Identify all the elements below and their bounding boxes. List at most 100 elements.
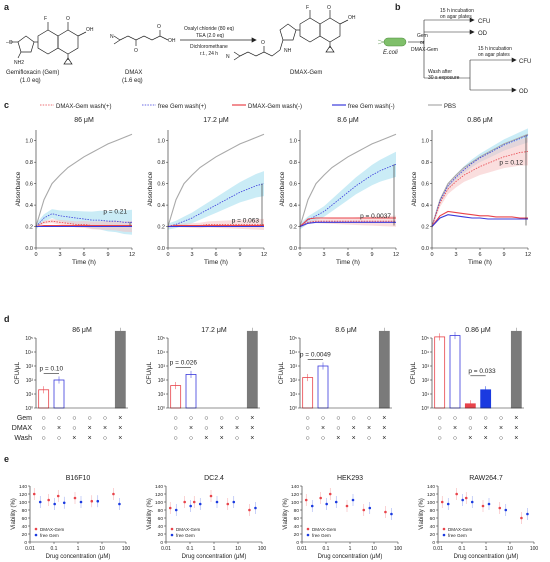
panel-letter-e: e	[4, 454, 9, 464]
y-tick-label: 0.0	[25, 246, 33, 252]
series-line	[167, 224, 264, 228]
data-point	[112, 492, 115, 496]
data-point	[384, 510, 387, 514]
x-axis-label: Drug concentration (μM)	[182, 554, 247, 560]
atom-oh-1: OH	[86, 27, 94, 33]
x-axis-label: Drug concentration (μM)	[318, 554, 383, 560]
condition-symbol: ×	[514, 435, 518, 442]
atom-o-2: O	[327, 5, 331, 11]
y-axis-label: Absorbance	[15, 171, 22, 206]
dmax-structure	[113, 30, 169, 46]
data-point	[319, 496, 322, 500]
y-tick-label: 0.2	[157, 225, 165, 231]
condition-symbol: ○	[88, 415, 92, 422]
condition-symbol: ○	[189, 415, 193, 422]
data-point	[526, 512, 529, 516]
data-point	[461, 498, 464, 502]
data-point	[310, 504, 314, 508]
condition-symbol: ○	[306, 435, 310, 442]
condition-symbol: ○	[468, 415, 472, 422]
error-band	[432, 137, 528, 230]
cfu-chart-0: 86 μM 10⁰ 10¹ 10² 10³ 10⁴ 10⁵ CFU/μL p = 0.10 ○ ○ ○…	[14, 327, 128, 442]
pvalue-label: p = 0.10	[39, 365, 63, 372]
x-tick-label: 1	[485, 546, 488, 552]
x-tick-label: 6	[346, 252, 349, 258]
panel-letter-d: d	[4, 314, 10, 324]
x-tick-label: 0	[166, 252, 169, 258]
y-tick-label: 10³	[422, 364, 430, 370]
data-point	[62, 501, 66, 505]
condition-symbol: ×	[72, 435, 76, 442]
y-tick-label: 0.6	[421, 182, 429, 188]
y-tick-label: 10⁵	[421, 336, 429, 342]
chart-title: 86 μM	[74, 117, 94, 124]
condition-symbol: ○	[174, 415, 178, 422]
y-tick-label: 10¹	[158, 392, 166, 398]
condition-symbol: ×	[88, 425, 92, 432]
data-point	[189, 504, 192, 508]
panel-d-plots: 86 μM 10⁰ 10¹ 10² 10³ 10⁴ 10⁵ CFU/μL p = 0.10 ○ ○ ○…	[12, 327, 524, 442]
condition-symbol: ×	[484, 435, 488, 442]
atom-o-1: O	[66, 16, 70, 22]
y-axis-label: Absorbance	[411, 171, 418, 206]
legend-marker	[170, 533, 174, 537]
y-tick-label: 0.8	[25, 160, 33, 166]
legend-pbs: PBS	[444, 104, 456, 110]
y-tick-label: 0.6	[25, 182, 33, 188]
wash-line2: 30 s exposure	[428, 75, 460, 81]
y-tick-label: 100	[155, 500, 163, 506]
condition-symbol: ×	[514, 425, 518, 432]
y-tick-label: 0	[296, 540, 299, 546]
condition-symbol: ○	[103, 415, 107, 422]
y-tick-label: 0.8	[157, 160, 165, 166]
y-axis-label: Absorbance	[279, 171, 286, 206]
y-tick-label: 0.4	[421, 203, 429, 209]
y-tick-label: 0.0	[157, 246, 165, 252]
cfu-chart-2: 8.6 μM 10⁰ 10¹ 10² 10³ 10⁴ 10⁵ CFU/μL p = 0.0049…	[278, 327, 392, 442]
condition-symbol: ×	[453, 425, 457, 432]
condition-symbol: ○	[204, 415, 208, 422]
y-tick-label: 0.6	[289, 182, 297, 188]
condition-symbol: ○	[484, 415, 488, 422]
condition-symbol: ×	[118, 435, 122, 442]
series-line	[431, 210, 528, 227]
pvalue-label: p = 0.0037	[360, 213, 391, 220]
conditions: r.t., 24 h	[200, 51, 218, 57]
legend-gem-wash-plus: free Gem wash(+)	[158, 104, 206, 110]
y-axis-label: CFU/μL	[278, 361, 285, 384]
reactant2-name: DMAX	[125, 70, 142, 76]
condition-symbol: ×	[382, 435, 386, 442]
y-tick-label: 20	[22, 532, 28, 538]
x-tick-label: 12	[393, 252, 399, 258]
y-tick-label: 20	[294, 532, 300, 538]
condition-symbol: ○	[57, 435, 61, 442]
y-tick-label: 10²	[422, 378, 430, 384]
error-band	[168, 171, 264, 230]
series-line	[299, 217, 396, 227]
legend-label: free Gem	[176, 533, 195, 538]
condition-row-label: DMAX	[12, 425, 33, 432]
data-point	[32, 492, 36, 496]
cfu-chart-1: 17.2 μM 10⁰ 10¹ 10² 10³ 10⁴ 10⁵ CFU/μL p = 0.026…	[146, 327, 260, 442]
chart-title: 17.2 μM	[203, 117, 229, 124]
incubation-top: 15 h incubation	[440, 8, 474, 14]
y-tick-label: 140	[155, 484, 163, 490]
x-tick-label: 100	[258, 546, 267, 552]
error-band	[300, 215, 396, 228]
data-point	[464, 496, 468, 500]
y-axis-label: CFU/μL	[410, 361, 417, 384]
condition-symbol: ×	[382, 415, 386, 422]
condition-symbol: ○	[453, 415, 457, 422]
wash-line1: Wash after	[428, 69, 452, 75]
condition-symbol: ○	[453, 435, 457, 442]
y-tick-label: 10²	[158, 378, 166, 384]
x-tick-label: 6	[478, 252, 481, 258]
viability-chart-1: DC2.4 0 20 40 60 80 100 120 140 0.01 0.1 1 10 100 Drug…	[147, 475, 266, 560]
x-tick-label: 0.01	[161, 546, 171, 552]
x-tick-label: 9	[238, 252, 241, 258]
data-point	[470, 500, 474, 504]
atom-n-dmax: N	[110, 34, 114, 40]
y-tick-label: 10²	[26, 378, 34, 384]
y-axis-label: Viability (%)	[147, 498, 153, 530]
